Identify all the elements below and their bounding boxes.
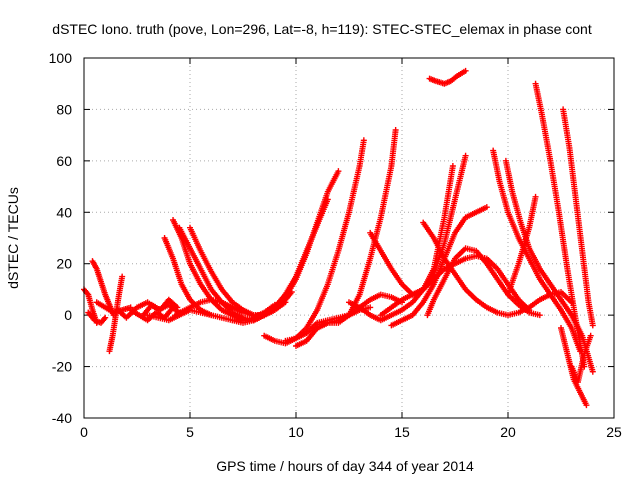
x-tick-label: 20 [500,424,516,440]
data-series [85,309,109,326]
chart-title: dSTEC Iono. truth (pove, Lon=296, Lat=-8… [52,21,592,37]
y-tick-label: 60 [56,153,72,169]
data-series [558,325,590,409]
data-series [426,67,469,87]
data-point [589,322,596,329]
data-point [102,314,109,321]
x-tick-label: 15 [394,424,410,440]
data-series [106,273,126,355]
x-tick-label: 0 [80,424,88,440]
data-point [360,137,367,144]
data-point [324,196,331,203]
data-series [261,137,367,347]
y-tick-label: 100 [49,50,73,66]
y-tick-label: 40 [56,204,72,220]
x-tick-label: 10 [288,424,304,440]
data-series [502,157,596,375]
data-series [490,147,584,355]
data-series [367,163,456,298]
data-point [483,204,490,211]
data-point [587,332,594,339]
axis-ticks: 0 5 10 15 20 25 -40 -20 0 20 40 60 80 100 [49,50,622,440]
plot-area [81,67,596,409]
data-point [532,193,539,200]
data-point [174,304,181,311]
data-series [568,332,594,385]
x-tick-label: 5 [186,424,194,440]
y-tick-label: -20 [52,359,72,375]
data-point [335,168,342,175]
data-series [314,291,405,331]
data-point [583,402,590,409]
data-series [420,219,575,319]
data-series [560,106,596,329]
data-series [532,80,588,370]
data-series [140,296,181,319]
data-series [505,193,539,298]
data-point [589,368,596,375]
data-point [462,152,469,159]
data-point [462,67,469,74]
y-tick-label: 20 [56,256,72,272]
y-axis-label: dSTEC / TECUs [5,187,21,289]
data-point [119,273,126,280]
data-series [388,204,490,329]
data-point [536,312,543,319]
data-point [84,290,91,297]
data-point [392,127,399,133]
x-tick-label: 25 [606,424,622,440]
data-point [449,163,456,169]
y-tick-label: 80 [56,101,72,117]
x-axis-label: GPS time / hours of day 344 of year 2014 [216,458,474,474]
y-tick-label: 0 [64,307,72,323]
y-tick-label: -40 [52,410,72,426]
data-point [367,304,374,311]
data-point [101,316,108,322]
data-series [250,196,331,324]
data-series [89,258,117,319]
plot-frame [83,57,615,419]
